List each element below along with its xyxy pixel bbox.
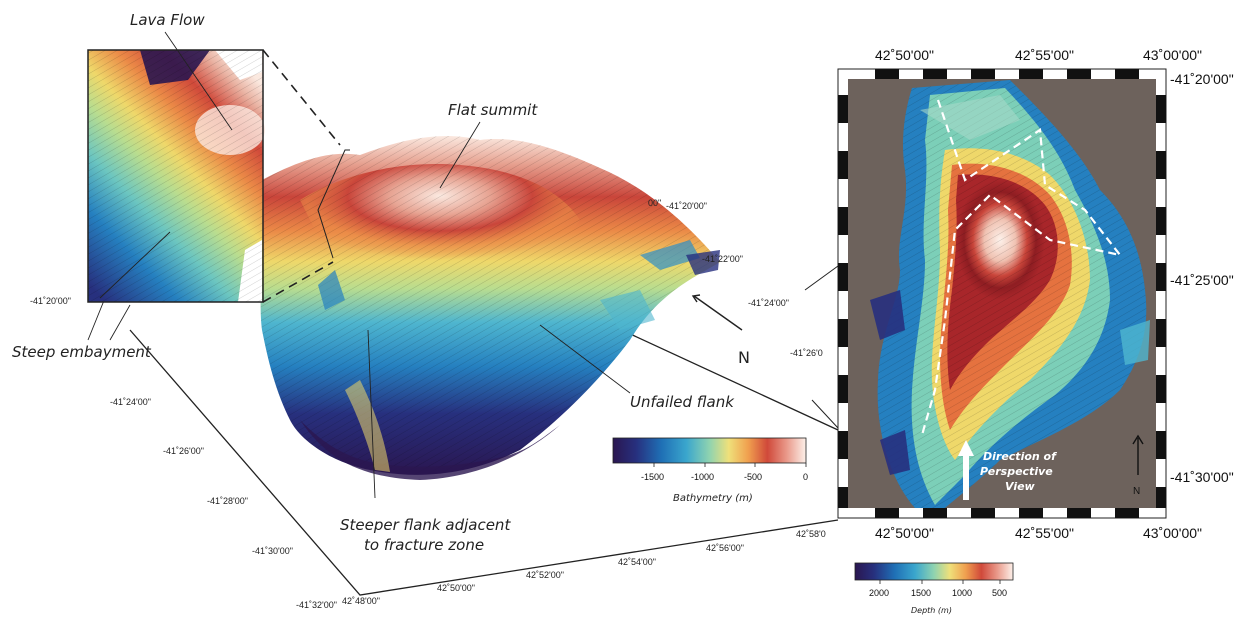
bathymetry-legend: -1500 -1000 -500 0 Bathymetry (m) — [612, 437, 808, 504]
steeper-flank-label-2: to fracture zone — [364, 536, 484, 554]
depth-legend: 2000 1500 1000 500 Depth (m) — [854, 562, 1014, 615]
lat-left-tick: -41˚30'00" — [252, 546, 293, 556]
map-north-arrow — [1132, 434, 1144, 475]
bathymetry-tick: -500 — [744, 472, 762, 482]
perspective-axis-frame — [129, 329, 839, 596]
right-lat-label: -41˚20'00" — [1170, 71, 1234, 87]
lat-right-tick: -41˚26'0 — [790, 348, 823, 358]
map-right-lat: -41˚20'00" -41˚25'00" -41˚30'00" — [1170, 71, 1234, 485]
lat-left-tick: -41˚28'00" — [207, 496, 248, 506]
map-panel: Direction of Perspective View N 42˚50'00… — [837, 47, 1234, 541]
bottom-lon-label: 43˚00'00" — [1143, 525, 1202, 541]
lava-flow-leader — [164, 31, 233, 131]
bathymetry-tick: 0 — [803, 472, 808, 482]
inset-connector-bottom — [262, 261, 334, 303]
lava-flow-label: Lava Flow — [130, 11, 205, 29]
relief-surface — [260, 135, 720, 480]
perspective-axis-right — [599, 319, 839, 431]
perspective-north-arrow — [691, 294, 743, 331]
lat-left-tick: -41˚32'00" — [296, 600, 337, 610]
steep-embayment-label: Steep embayment — [12, 343, 152, 361]
depth-tick: 1000 — [952, 588, 972, 598]
top-lon-label: 43˚00'00" — [1143, 47, 1202, 63]
map-top-lon: 42˚50'00" 42˚55'00" 43˚00'00" — [875, 47, 1202, 63]
lon-tick: 42˚52'00" — [526, 570, 564, 580]
bathymetry-tick: -1000 — [691, 472, 714, 482]
failure-scar-outline — [920, 99, 1123, 436]
bottom-lon-label: 42˚55'00" — [1015, 525, 1074, 541]
perspective-lat-left: -41˚20'00" -41˚24'00" -41˚26'00" -41˚28'… — [30, 296, 337, 610]
map-border-ticks — [838, 69, 1166, 518]
top-lon-label: 42˚55'00" — [1015, 47, 1074, 63]
lon-tick: 42˚48'00" — [342, 596, 380, 606]
perspective-view: N -41˚20'00" -41˚24'00" -41˚26'00" -41˚2… — [12, 101, 839, 610]
flat-summit-leader — [439, 121, 481, 189]
embayment-leader-2 — [109, 304, 131, 341]
right-lat-label: -41˚30'00" — [1170, 469, 1234, 485]
depth-colorbar — [854, 562, 1014, 581]
perspective-lon: 42˚48'00" 42˚50'00" 42˚52'00" 42˚54'00" … — [342, 529, 826, 606]
seamount-map — [870, 80, 1150, 508]
perspective-north-label: N — [738, 348, 750, 367]
depth-title: Depth (m) — [911, 606, 952, 615]
lon-tick: 42˚56'00" — [706, 543, 744, 553]
lat-left-tick: -41˚26'00" — [163, 446, 204, 456]
top-lon-label: 42˚50'00" — [875, 47, 934, 63]
inset-frame — [87, 49, 264, 303]
embayment-leader-1 — [87, 297, 106, 341]
bathymetry-title: Bathymetry (m) — [673, 493, 753, 504]
direction-label-3: View — [1005, 480, 1036, 493]
inset-connector-top — [262, 49, 341, 146]
lon-tick: 42˚50'00" — [437, 583, 475, 593]
direction-label-2: Perspective — [980, 465, 1053, 478]
steeper-flank-label-1: Steeper flank adjacent — [340, 516, 511, 534]
lava-flow-inset: Lava Flow — [87, 11, 341, 303]
unfailed-flank-label: Unfailed flank — [630, 393, 735, 411]
perspective-lat-right: 00" -41˚20'00" -41˚22'00" -41˚24'00" -41… — [648, 198, 823, 358]
lat-right-tick: 00" — [648, 198, 661, 208]
embayment-outline — [317, 149, 350, 259]
right-lat-label: -41˚25'00" — [1170, 272, 1234, 288]
depth-tick: 500 — [992, 588, 1007, 598]
unfailed-flank-leader — [539, 324, 631, 394]
lon-tick: 42˚54'00" — [618, 557, 656, 567]
lat-left-tick: -41˚24'00" — [110, 397, 151, 407]
direction-arrow — [958, 440, 974, 500]
bottom-lon-label: 42˚50'00" — [875, 525, 934, 541]
bathymetry-colorbar — [612, 437, 807, 464]
lat-right-tick: -41˚24'00" — [748, 298, 789, 308]
flat-summit-label: Flat summit — [448, 101, 538, 119]
lon-tick: 42˚58'0 — [796, 529, 826, 539]
depth-tick: 1500 — [911, 588, 931, 598]
lat-left-tick: -41˚20'00" — [30, 296, 71, 306]
bathymetry-tick: -1500 — [641, 472, 664, 482]
map-north-label: N — [1133, 486, 1140, 497]
lat-right-tick: -41˚20'00" — [666, 201, 707, 211]
direction-label-1: Direction of — [983, 450, 1057, 463]
steeper-flank-leader — [367, 329, 376, 499]
lat-right-tick: -41˚22'00" — [702, 254, 743, 264]
map-bottom-lon: 42˚50'00" 42˚55'00" 43˚00'00" — [875, 525, 1202, 541]
depth-tick: 2000 — [869, 588, 889, 598]
